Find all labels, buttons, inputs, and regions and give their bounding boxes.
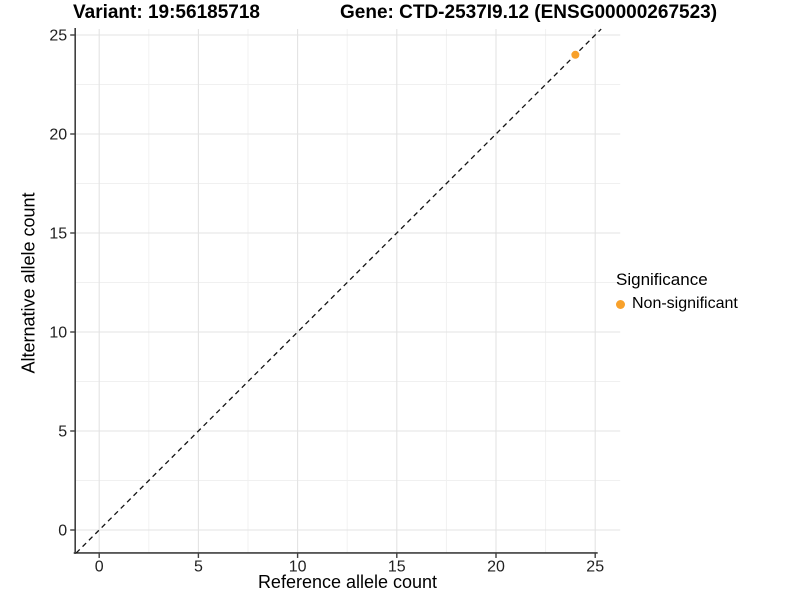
y-tick-label: 25 bbox=[49, 28, 67, 45]
x-tick-label: 15 bbox=[388, 558, 406, 575]
x-tick-label: 0 bbox=[95, 558, 104, 575]
x-tick-label: 20 bbox=[487, 558, 505, 575]
y-tick-label: 10 bbox=[49, 325, 67, 342]
x-tick-label: 25 bbox=[586, 558, 604, 575]
legend-item: Non-significant bbox=[616, 295, 738, 313]
gene-title: Gene: CTD-2537I9.12 (ENSG00000267523) bbox=[340, 2, 718, 23]
data-point bbox=[571, 50, 580, 59]
identity-line bbox=[75, 28, 602, 554]
x-axis-title: Reference allele count bbox=[257, 572, 438, 592]
x-tick-label: 5 bbox=[194, 558, 203, 575]
y-tick-label: 5 bbox=[58, 424, 67, 441]
y-tick-label: 0 bbox=[58, 523, 67, 540]
legend-title: Significance bbox=[616, 270, 708, 289]
legend: Significance Non-significant bbox=[616, 270, 738, 313]
y-axis-title: Alternative allele count bbox=[18, 192, 39, 374]
legend-item-label: Non-significant bbox=[632, 295, 738, 312]
y-tick-label: 15 bbox=[49, 226, 67, 243]
x-tick-label: 10 bbox=[289, 558, 307, 575]
legend-point-icon bbox=[616, 299, 625, 309]
variant-title: Variant: 19:56185718 bbox=[73, 2, 260, 23]
y-tick-label: 20 bbox=[49, 127, 67, 144]
